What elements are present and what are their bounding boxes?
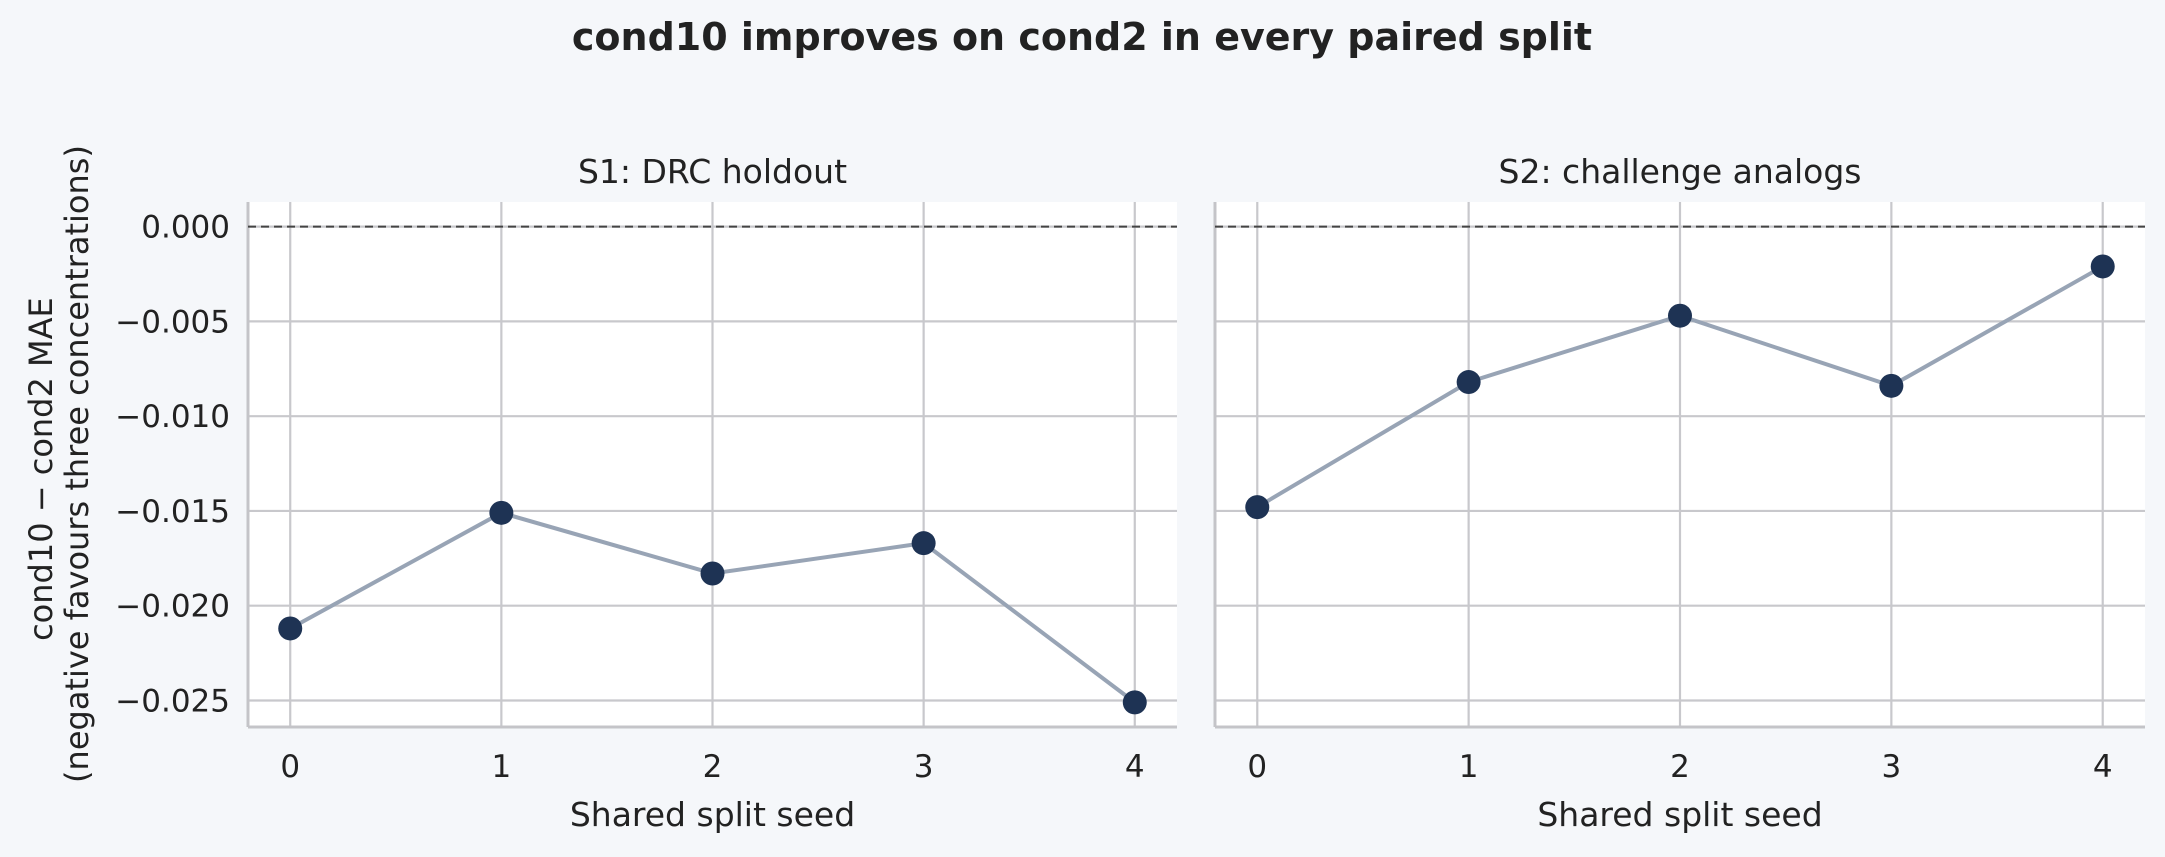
chart-title: cond10 improves on cond2 in every paired… [572,15,1592,59]
y-tick-label-2: −0.010 [115,399,230,435]
x-axis-label: Shared split seed [1537,795,1822,834]
data-point-3 [1879,373,1904,398]
data-point-0 [1245,495,1270,520]
data-point-0 [278,616,303,641]
panel-s2-challenge-analogs: 0 1 2 3 4 S2: challenge analogs Shared split s… [1213,152,2145,834]
data-point-4 [2090,254,2115,279]
panel-title: S2: challenge analogs [1499,152,1862,191]
y-axis-label-line-1: cond10 − cond2 MAE [22,297,60,641]
x-tick-label-2: 2 [1670,749,1690,785]
x-tick-label-0: 0 [280,749,300,785]
y-axis-label-line-2: (negative favours three concentrations) [58,145,96,783]
x-tick-label-2: 2 [703,749,723,785]
y-tick-label-3: −0.015 [115,494,230,530]
panel-title: S1: DRC holdout [578,152,847,191]
x-axis-label: Shared split seed [570,795,855,834]
data-point-4 [1122,690,1147,715]
x-tick-label-1: 1 [1459,749,1479,785]
y-tick-label-0: 0.000 [141,210,230,246]
panel-s1-drc-holdout: 0 1 2 3 4 0.000 −0.005 −0.010 −0.015 −0.020 −0.025… [115,152,1177,834]
y-tick-label-5: −0.025 [115,683,230,719]
data-point-1 [1456,370,1481,395]
x-tick-label-4: 4 [2093,749,2113,785]
x-tick-label-4: 4 [1125,749,1145,785]
data-point-1 [489,500,514,525]
data-point-2 [700,561,725,586]
x-tick-label-3: 3 [914,749,934,785]
data-point-3 [911,531,936,556]
x-tick-label-3: 3 [1881,749,1901,785]
y-tick-label-4: −0.020 [115,589,230,625]
x-tick-label-1: 1 [491,749,511,785]
x-tick-label-0: 0 [1247,749,1267,785]
data-point-2 [1668,303,1692,328]
y-tick-label-1: −0.005 [115,304,230,340]
y-axis-label: cond10 − cond2 MAE (negative favours thr… [22,145,96,783]
